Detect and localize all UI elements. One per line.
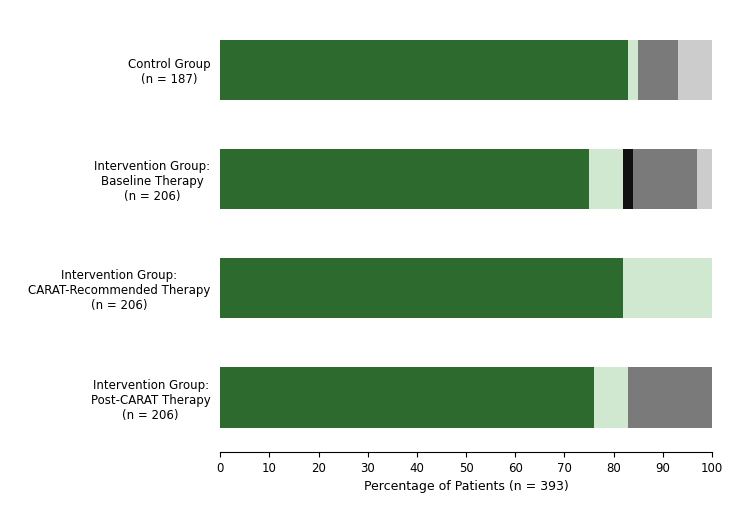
Bar <box>633 149 697 209</box>
Bar <box>697 149 712 209</box>
Bar <box>628 40 639 100</box>
Bar <box>628 367 712 428</box>
Bar <box>220 149 589 209</box>
Bar <box>220 40 628 100</box>
Bar <box>623 149 633 209</box>
Bar <box>220 367 594 428</box>
X-axis label: Percentage of Patients (n = 393): Percentage of Patients (n = 393) <box>364 481 568 493</box>
Bar <box>220 258 623 319</box>
Bar <box>623 258 712 319</box>
Bar <box>638 40 677 100</box>
Bar <box>677 40 712 100</box>
Bar <box>594 367 628 428</box>
Bar <box>589 149 623 209</box>
